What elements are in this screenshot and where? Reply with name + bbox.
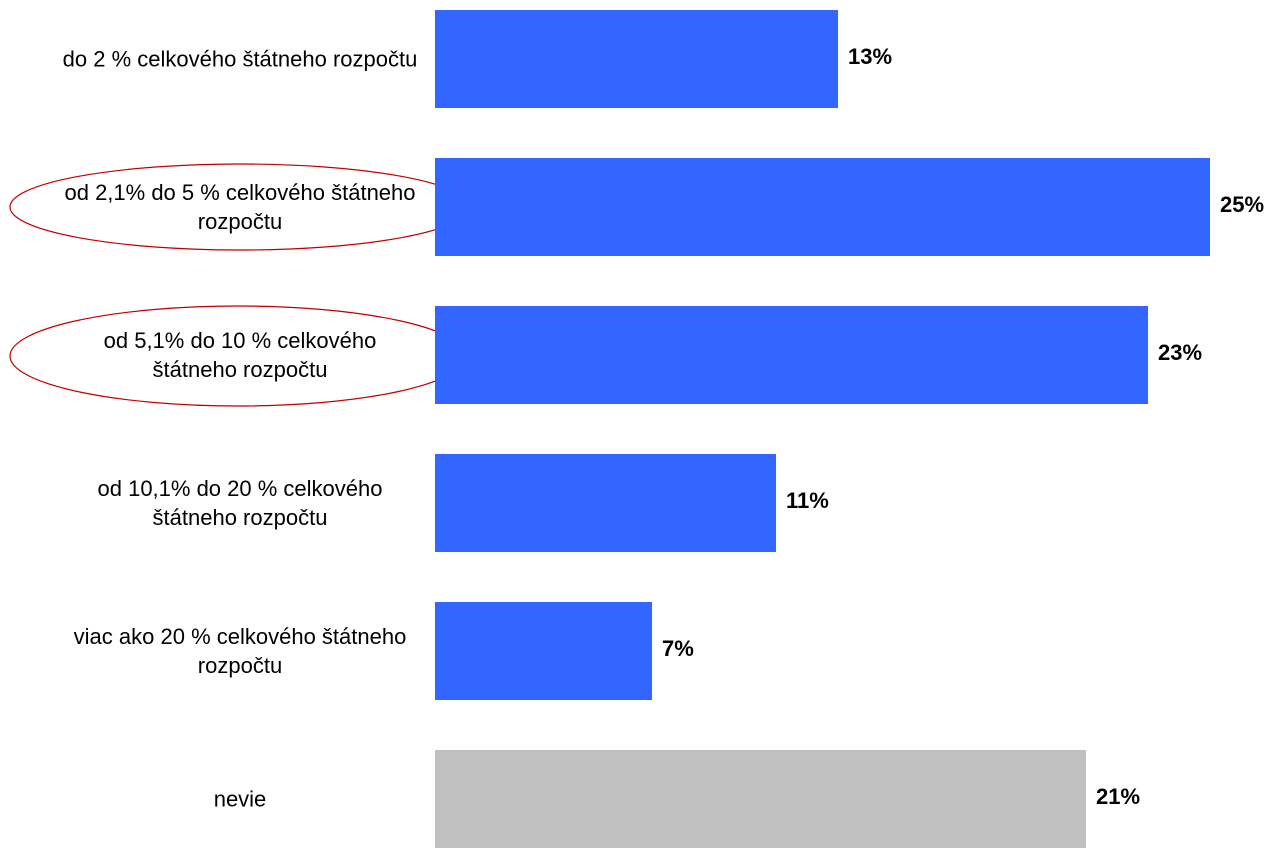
- value-label: 21%: [1096, 784, 1141, 809]
- value-label: 11%: [786, 488, 829, 513]
- value-label: 13%: [848, 44, 893, 69]
- bar: [435, 602, 652, 700]
- bar: [435, 306, 1148, 404]
- bar: [435, 10, 838, 108]
- bar: [435, 454, 776, 552]
- category-label: od 2,1% do 5 % celkového štátneho rozpoč…: [64, 180, 416, 234]
- value-label: 7%: [662, 636, 694, 661]
- value-label: 25%: [1220, 192, 1265, 217]
- category-label: viac ako 20 % celkového štátneho rozpočt…: [73, 624, 407, 678]
- category-label: od 10,1% do 20 % celkového štátneho rozp…: [97, 476, 383, 530]
- bar: [435, 158, 1210, 256]
- category-label: od 5,1% do 10 % celkového štátneho rozpo…: [103, 328, 377, 382]
- category-label: do 2 % celkového štátneho rozpočtu: [62, 46, 418, 72]
- bar: [435, 750, 1086, 848]
- category-label: nevie: [213, 786, 267, 812]
- value-label: 23%: [1158, 340, 1203, 365]
